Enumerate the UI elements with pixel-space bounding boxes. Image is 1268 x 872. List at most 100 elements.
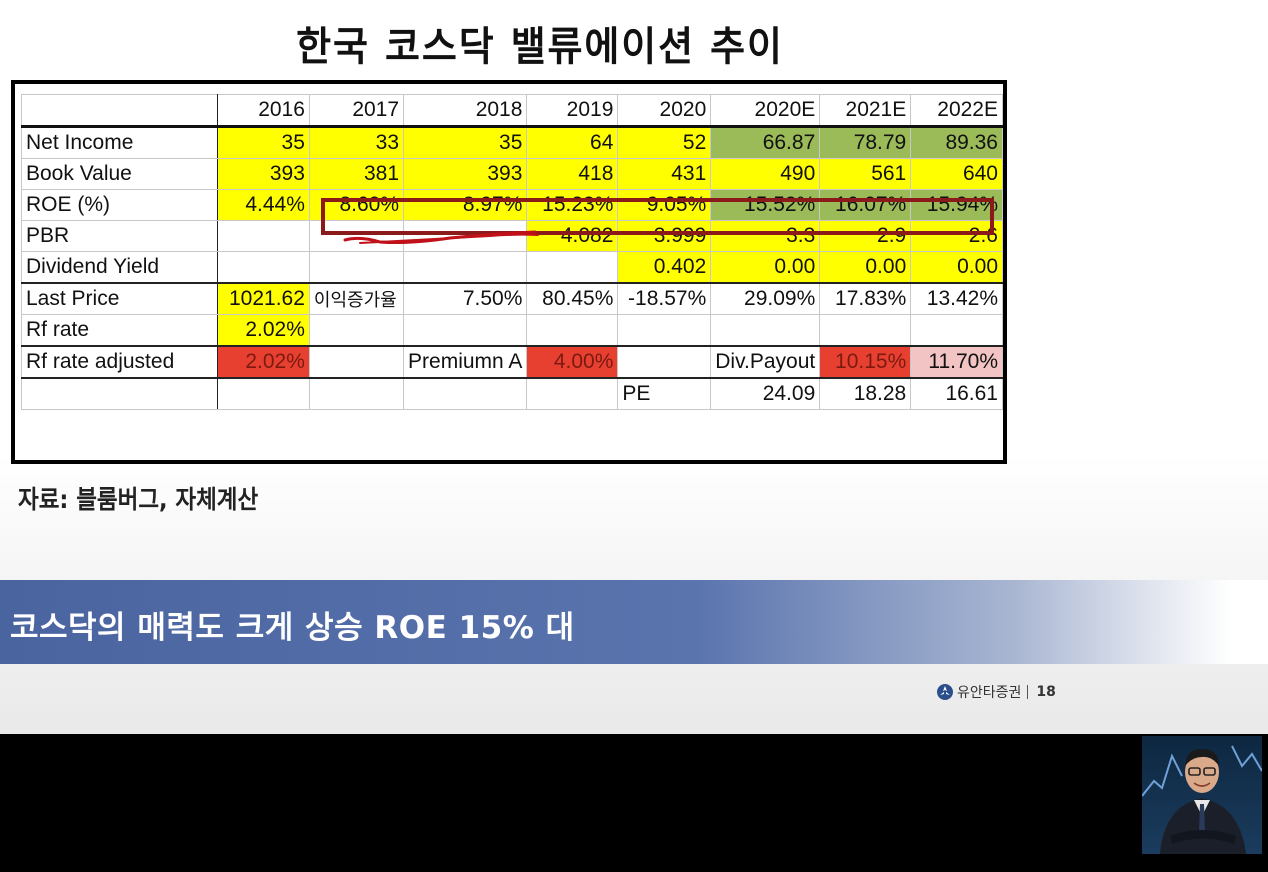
table-cell: 490 [710, 158, 821, 190]
headline-banner: 코스닥의 매력도 크게 상승 ROE 15% 대 [0, 580, 1268, 664]
table-cell [308, 220, 405, 252]
table-cell: 9.05% [617, 189, 712, 221]
table-row-dividend-yield: Dividend Yield 0.402 0.00 0.00 0.00 [21, 251, 1003, 284]
table-cell: PE [617, 377, 712, 410]
table-row-net-income: Net Income 35 33 35 64 52 66.87 78.79 89… [21, 126, 1003, 159]
table-row-book-value: Book Value 393 381 393 418 431 490 561 6… [21, 158, 1003, 190]
row-label [21, 377, 218, 410]
table-cell: 16.61 [910, 377, 1003, 410]
slide-footer: 유안타증권 18 [936, 682, 1056, 702]
year-header: 2021E [819, 94, 912, 128]
table-cell: Div.Payout [710, 345, 821, 379]
table-cell: 393 [216, 158, 310, 190]
table-cell: 561 [819, 158, 912, 190]
row-label: Rf rate [21, 314, 218, 347]
table-cell [403, 377, 528, 410]
table-cell: 2.6 [910, 220, 1003, 252]
table-cell [216, 220, 310, 252]
table-cell: 33 [308, 126, 405, 159]
table-cell: 10.15% [819, 345, 912, 379]
table-cell [617, 345, 712, 379]
table-cell: Premiumn A [403, 345, 528, 379]
red-pen-underline [343, 230, 539, 244]
table-cell: 418 [526, 158, 619, 190]
table-row-roe: ROE (%) 4.44% 8.60% 8.97% 15.23% 9.05% 1… [21, 189, 1003, 221]
table-cell: 0.402 [617, 251, 712, 284]
table-cell: 35 [403, 126, 528, 159]
table-cell: 0.00 [710, 251, 821, 284]
slide: 한국 코스닥 밸류에이션 추이 2016 2017 2018 2019 2020… [0, 0, 1268, 734]
table-cell: 2.02% [216, 345, 310, 379]
table-cell: 640 [910, 158, 1003, 190]
slide-title: 한국 코스닥 밸류에이션 추이 [296, 24, 784, 70]
table-cell: 7.50% [403, 282, 528, 315]
table-cell: 66.87 [710, 126, 821, 159]
table-cell: 11.70% [910, 345, 1003, 379]
table-cell: 8.97% [403, 189, 528, 221]
table-row-pe: PE 24.09 18.28 16.61 [21, 377, 1003, 410]
row-label: Dividend Yield [21, 251, 218, 284]
table-row-rf-rate: Rf rate 2.02% [21, 314, 1003, 347]
table-cell: 18.28 [819, 377, 912, 410]
table-cell [617, 314, 712, 347]
table-cell: 이익증가율 [308, 282, 405, 315]
banner-text: 코스닥의 매력도 크게 상승 ROE 15% 대 [10, 610, 575, 646]
table-header-row: 2016 2017 2018 2019 2020 2020E 2021E 202… [21, 94, 1003, 128]
table-cell: 393 [403, 158, 528, 190]
table-cell: 3.3 [710, 220, 821, 252]
table-cell: 15.52% [710, 189, 821, 221]
year-header: 2019 [526, 94, 619, 128]
table-cell: 4.44% [216, 189, 310, 221]
table-cell [216, 377, 310, 410]
year-header: 2022E [910, 94, 1003, 128]
year-header: 2020 [617, 94, 712, 128]
table-cell: 80.45% [526, 282, 619, 315]
table-cell [819, 314, 912, 347]
row-label: Last Price [21, 282, 218, 315]
table-cell: 89.36 [910, 126, 1003, 159]
table-cell: 35 [216, 126, 310, 159]
presenter-silhouette [1142, 745, 1262, 854]
year-header: 2016 [216, 94, 310, 128]
table-row-rf-rate-adjusted: Rf rate adjusted 2.02% Premiumn A 4.00% … [21, 345, 1003, 379]
table-cell: 13.42% [910, 282, 1003, 315]
year-header: 2020E [710, 94, 821, 128]
table-cell [308, 377, 405, 410]
table-cell: 431 [617, 158, 712, 190]
table-cell [403, 251, 528, 284]
table-cell [216, 251, 310, 284]
row-label: Rf rate adjusted [21, 345, 218, 379]
source-note: 자료: 블룸버그, 자체계산 [18, 485, 259, 514]
table-cell: 78.79 [819, 126, 912, 159]
table-cell: 1021.62 [216, 282, 310, 315]
table-cell: 8.60% [308, 189, 405, 221]
table-row-last-price: Last Price 1021.62 이익증가율 7.50% 80.45% -1… [21, 282, 1003, 315]
row-label: Net Income [21, 126, 218, 159]
table-cell [308, 345, 405, 379]
table-cell: 4.00% [526, 345, 619, 379]
footer-divider [1027, 685, 1029, 699]
table-cell: 24.09 [710, 377, 821, 410]
table-cell: 381 [308, 158, 405, 190]
table-cell [308, 314, 405, 347]
table-cell: 2.9 [819, 220, 912, 252]
yuanta-logo-icon [937, 684, 953, 700]
table-cell: 64 [526, 126, 619, 159]
brand-name: 유안타증권 [957, 685, 1022, 701]
row-label: ROE (%) [21, 189, 218, 221]
header-corner [21, 94, 218, 128]
table-cell [403, 314, 528, 347]
table-cell: 29.09% [710, 282, 821, 315]
row-label: Book Value [21, 158, 218, 190]
table-row-pbr: PBR 4.082 3.999 3.3 2.9 2.6 [21, 220, 1003, 252]
table-cell [526, 314, 619, 347]
table-cell: 16.07% [819, 189, 912, 221]
table-cell: 4.082 [526, 220, 619, 252]
table-cell [308, 251, 405, 284]
valuation-table: 2016 2017 2018 2019 2020 2020E 2021E 202… [21, 94, 1003, 410]
valuation-table-frame: 2016 2017 2018 2019 2020 2020E 2021E 202… [11, 80, 1007, 464]
table-cell: 17.83% [819, 282, 912, 315]
table-cell: 0.00 [910, 251, 1003, 284]
table-cell: 2.02% [216, 314, 310, 347]
table-cell [910, 314, 1003, 347]
